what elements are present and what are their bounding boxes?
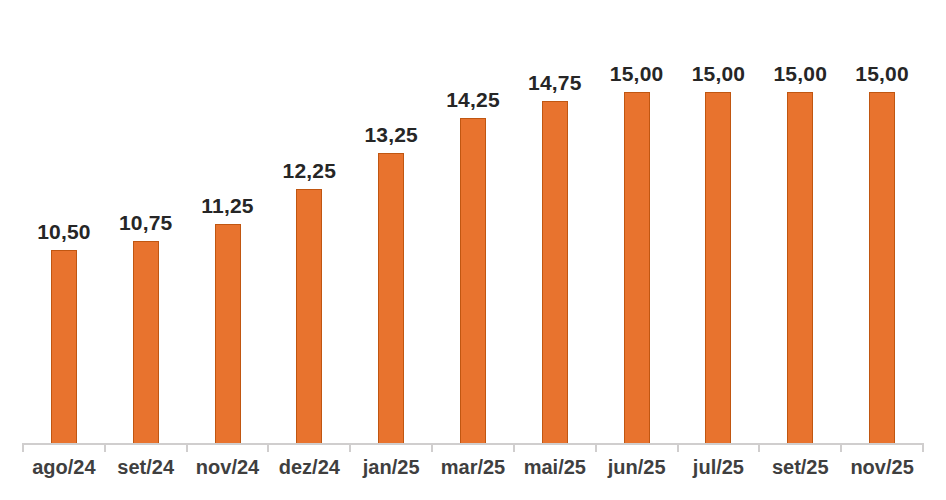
bar-value-label: 11,25: [201, 193, 253, 218]
bar: [869, 92, 895, 443]
bar-column: 15,00: [759, 61, 841, 443]
bar-value-label: 15,00: [773, 61, 827, 86]
bar-column: 15,00: [678, 61, 760, 443]
x-axis-label: set/25: [759, 456, 841, 479]
bar-value-label: 15,00: [855, 61, 909, 86]
bar-column: 12,25: [268, 158, 350, 443]
bar-value-label: 14,75: [528, 70, 582, 95]
x-axis-label: dez/24: [268, 456, 350, 479]
bar: [215, 224, 241, 443]
bar: [460, 118, 486, 443]
bar-value-label: 10,75: [119, 210, 173, 235]
x-axis-label: mai/25: [514, 456, 596, 479]
bar: [624, 92, 650, 443]
bar-value-label: 13,25: [364, 122, 418, 147]
bar-value-label: 10,50: [37, 219, 91, 244]
bar-value-label: 15,00: [692, 61, 746, 86]
bar: [378, 153, 404, 443]
x-axis-label: nov/24: [187, 456, 269, 479]
x-axis-label: jun/25: [596, 456, 678, 479]
bar: [705, 92, 731, 443]
bar-column: 10,75: [105, 210, 187, 443]
bar: [787, 92, 813, 443]
x-axis-label: nov/25: [841, 456, 923, 479]
x-axis-label: jan/25: [350, 456, 432, 479]
bar-column: 15,00: [596, 61, 678, 443]
bar: [542, 101, 568, 443]
bar-chart: 10,50 ago/24 10,75 set/24 11,25 nov/24 12,25 de…: [0, 0, 946, 500]
bar: [133, 241, 159, 443]
bar-column: 10,50: [23, 219, 105, 443]
bar: [296, 189, 322, 443]
x-axis-label: mar/25: [432, 456, 514, 479]
bar-value-label: 14,25: [446, 87, 500, 112]
plot-area: 10,50 ago/24 10,75 set/24 11,25 nov/24 12,25 de…: [0, 0, 946, 500]
bar-value-label: 15,00: [610, 61, 664, 86]
x-axis-label: set/24: [105, 456, 187, 479]
bar-column: 14,75: [514, 70, 596, 443]
bar-column: 14,25: [432, 87, 514, 443]
bar-column: 11,25: [187, 193, 269, 443]
bar-value-label: 12,25: [283, 158, 337, 183]
bar: [51, 250, 77, 443]
x-axis-line: [23, 443, 924, 445]
x-axis-label: ago/24: [23, 456, 105, 479]
bar-column: 15,00: [841, 61, 923, 443]
x-axis-label: jul/25: [678, 456, 760, 479]
bar-column: 13,25: [350, 122, 432, 443]
